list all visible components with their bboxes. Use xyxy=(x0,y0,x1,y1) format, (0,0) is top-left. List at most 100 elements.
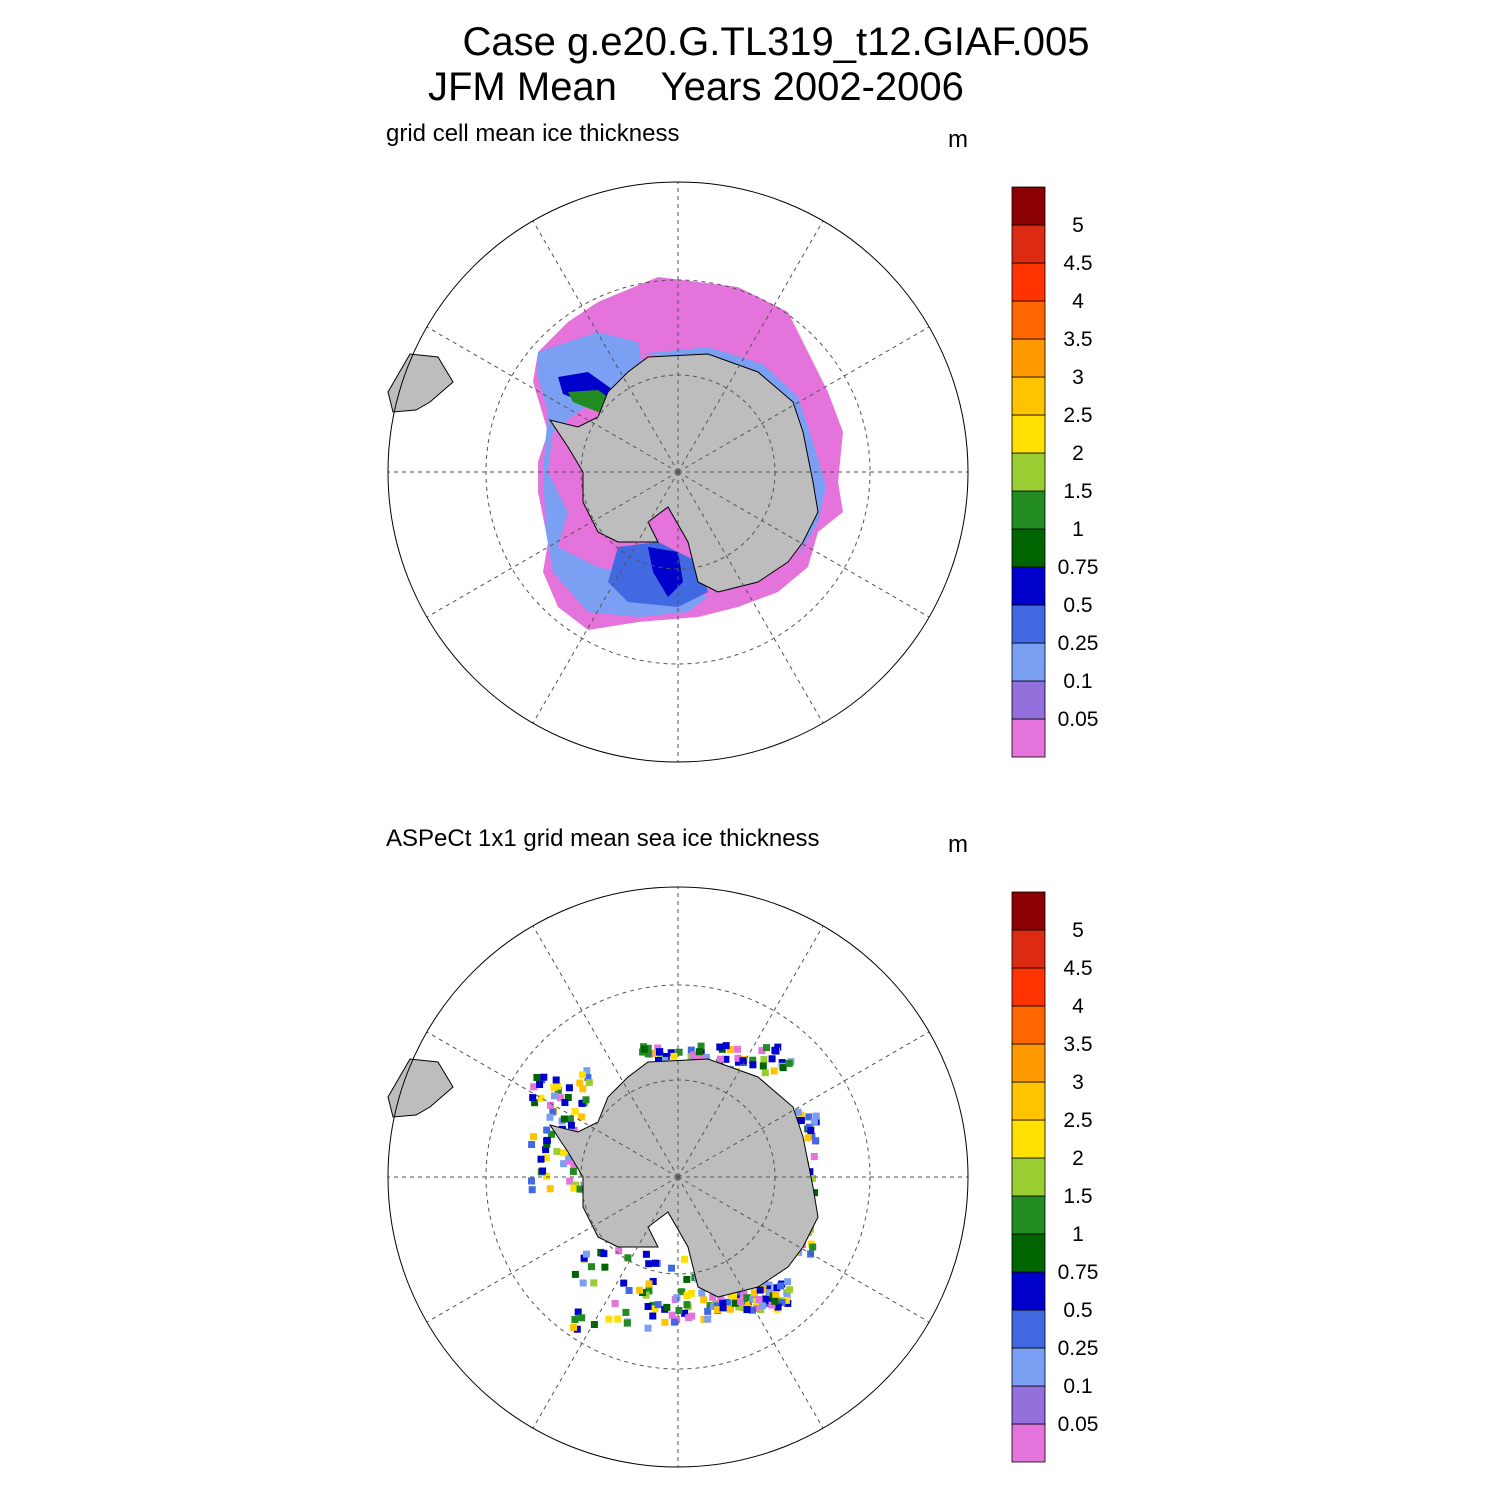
ice-obs-cell xyxy=(726,1046,734,1054)
ice-obs-cell xyxy=(548,1130,555,1138)
ice-obs-cell xyxy=(727,1305,735,1313)
colorbar-box xyxy=(1011,300,1046,340)
antarctica xyxy=(548,353,819,593)
ice-obs-cell xyxy=(565,1153,573,1161)
ice-obs-cell xyxy=(642,1291,650,1299)
colorbar-label: 3 xyxy=(1072,1071,1084,1094)
ice-obs-cell xyxy=(590,1279,598,1287)
ice-obs-cell xyxy=(805,1113,813,1121)
ice-obs-cell xyxy=(772,1047,780,1055)
colorbar-label: 5 xyxy=(1072,214,1084,237)
colorbar-label: 0.05 xyxy=(1058,708,1099,731)
ice-obs-cell xyxy=(722,1042,730,1050)
colorbar-box xyxy=(1011,338,1046,378)
colorbar-box xyxy=(1011,1081,1046,1121)
ice-obs-cell xyxy=(735,1058,742,1066)
ice-obs-cell xyxy=(528,1141,536,1148)
ice-obs-cell xyxy=(654,1044,662,1052)
ice-obs-cell xyxy=(570,1323,578,1331)
ice-obs-cell xyxy=(644,1303,652,1310)
colorbar-box xyxy=(1011,452,1046,492)
ice-obs-cell xyxy=(579,1279,587,1287)
ice-obs-cell xyxy=(757,1306,765,1313)
ice-obs-cell xyxy=(743,1306,751,1314)
colorbar-box xyxy=(1011,1157,1046,1197)
colorbar-label: 5 xyxy=(1072,919,1084,942)
ice-obs-cell xyxy=(714,1306,721,1314)
ice-obs-cell xyxy=(755,1296,763,1304)
ice-obs-cell xyxy=(644,1324,652,1332)
ice-obs-cell xyxy=(675,1307,683,1314)
ice-obs-cell xyxy=(543,1136,551,1144)
ice-obs-cell xyxy=(578,1099,586,1107)
colorbar-box xyxy=(1011,566,1046,606)
meridian-line xyxy=(677,1031,930,1178)
ice-obs-cell xyxy=(655,1048,663,1056)
meridian-line xyxy=(532,925,679,1178)
ice-obs-cell xyxy=(623,1319,631,1327)
meridian-line xyxy=(426,1176,679,1323)
ice-obs-cell xyxy=(547,1101,554,1109)
ice-obs-cell xyxy=(569,1167,577,1175)
map-panel: grid cell mean ice thickness m 0.05 0.1 0.25… xyxy=(386,120,1099,763)
ice-obs-cell xyxy=(704,1315,712,1323)
ice-obs-cell xyxy=(713,1302,721,1310)
ice-obs-cell xyxy=(661,1318,669,1326)
ice-obs-cell xyxy=(605,1315,613,1323)
ice-obs-cell xyxy=(763,1044,770,1052)
ice-obs-cell xyxy=(566,1115,574,1123)
colorbar-label: 3.5 xyxy=(1063,328,1092,351)
ice-obs-cell xyxy=(759,1302,767,1310)
colorbar-label: 2 xyxy=(1072,1147,1084,1170)
units-label: m xyxy=(948,831,968,858)
ice-obs-cell xyxy=(771,1297,779,1305)
colorbar-label: 1 xyxy=(1072,518,1084,541)
ice-obs-cell xyxy=(810,1153,818,1160)
ice-obs-cell xyxy=(578,1071,586,1079)
colorbar-label: 0.1 xyxy=(1063,670,1092,693)
ice-obs-cell xyxy=(773,1284,781,1292)
ice-obs-cell xyxy=(749,1306,756,1314)
colorbar-label: 0.25 xyxy=(1058,632,1099,655)
ice-obs-cell xyxy=(537,1155,545,1163)
ice-obs-cell xyxy=(695,1048,703,1056)
ice-obs-cell xyxy=(570,1126,578,1134)
ice-obs-cell xyxy=(737,1298,745,1305)
ice-obs-cell xyxy=(663,1303,671,1311)
ice-obs-cell xyxy=(745,1302,752,1309)
colorbar-label: 0.75 xyxy=(1058,1261,1099,1284)
ice-obs-cell xyxy=(770,1067,778,1075)
ice-obs-cell xyxy=(533,1074,541,1081)
colorbar-box xyxy=(1011,1043,1046,1083)
polar-map xyxy=(387,181,969,763)
ice-obs-cell xyxy=(710,1303,718,1310)
ice-obs-cell xyxy=(807,1126,815,1134)
ice-obs-cell xyxy=(670,1318,678,1326)
ice-obs-cell xyxy=(625,1287,633,1294)
ice-obs-cell xyxy=(731,1299,739,1307)
ice-obs-cell xyxy=(783,1291,791,1299)
ice-obs-cell xyxy=(585,1079,593,1087)
ice-obs-cell xyxy=(583,1250,590,1258)
south-america xyxy=(387,1058,454,1118)
colorbar-label: 0.5 xyxy=(1063,1299,1092,1322)
ice-obs-cell xyxy=(537,1094,545,1102)
ice-obs-cell xyxy=(782,1296,790,1304)
ice-obs-cell xyxy=(560,1160,568,1168)
ice-obs-cell xyxy=(734,1045,741,1053)
ice-obs-cell xyxy=(690,1051,698,1059)
meridian-line xyxy=(532,471,679,724)
ice-obs-cell xyxy=(600,1250,608,1258)
ice-obs-cell xyxy=(576,1185,584,1193)
ice-obs-cell xyxy=(565,1084,573,1092)
ice-obs-cell xyxy=(528,1186,536,1194)
ice-obs-cell xyxy=(614,1315,622,1323)
ice-obs-cell xyxy=(700,1315,708,1323)
ice-obs-cell xyxy=(583,1067,591,1075)
meridian-line xyxy=(677,471,930,618)
ice-obs-cell xyxy=(668,1311,676,1319)
ice-obs-cell xyxy=(645,1260,653,1268)
ice-obs-cell xyxy=(556,1094,564,1102)
colorbar-box xyxy=(1011,1271,1046,1311)
ice-obs-cell xyxy=(651,1259,659,1267)
